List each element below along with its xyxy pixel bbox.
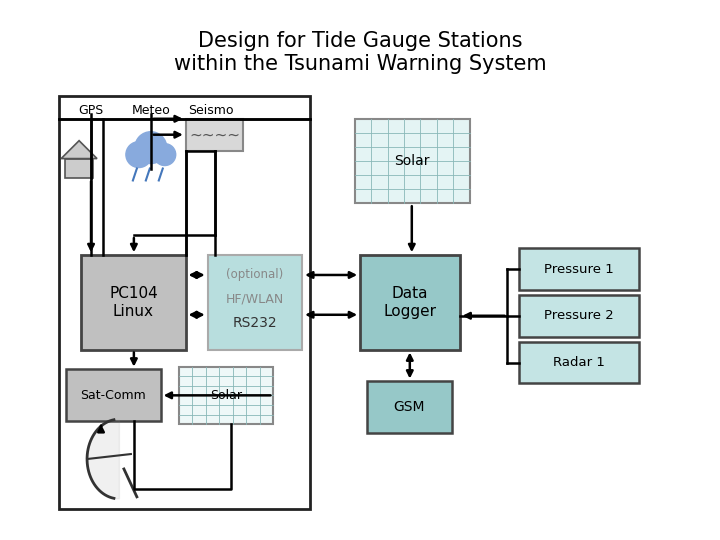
Bar: [207, 255, 302, 349]
Circle shape: [135, 132, 167, 164]
Circle shape: [154, 144, 176, 166]
Bar: [519, 295, 639, 336]
Bar: [360, 255, 459, 349]
Bar: [81, 255, 186, 349]
Text: ~~~~: ~~~~: [189, 127, 240, 142]
Text: GSM: GSM: [394, 400, 425, 414]
Bar: [367, 381, 451, 433]
Text: PC104
Linux: PC104 Linux: [109, 286, 158, 319]
Text: Meteo: Meteo: [132, 104, 170, 117]
Text: Sat-Comm: Sat-Comm: [81, 389, 146, 402]
Circle shape: [126, 141, 152, 167]
Bar: [519, 342, 639, 383]
Text: GPS: GPS: [78, 104, 104, 117]
Bar: [179, 367, 274, 424]
Text: Design for Tide Gauge Stations
within the Tsunami Warning System: Design for Tide Gauge Stations within th…: [174, 31, 546, 75]
Polygon shape: [61, 140, 97, 159]
Text: RS232: RS232: [233, 316, 277, 330]
Text: Pressure 2: Pressure 2: [544, 309, 614, 322]
Bar: [59, 96, 310, 509]
Text: Solar: Solar: [395, 154, 430, 168]
Text: Seismo: Seismo: [188, 104, 233, 117]
Text: Data
Logger: Data Logger: [383, 286, 436, 319]
Text: (optional): (optional): [226, 268, 284, 281]
Bar: [355, 119, 469, 204]
Text: Pressure 1: Pressure 1: [544, 262, 614, 275]
Bar: [66, 369, 161, 421]
Bar: [186, 119, 243, 151]
Text: Radar 1: Radar 1: [553, 356, 605, 369]
Bar: [519, 248, 639, 290]
Bar: [65, 159, 93, 179]
Text: Solar: Solar: [210, 389, 242, 402]
Text: HF/WLAN: HF/WLAN: [226, 292, 284, 305]
